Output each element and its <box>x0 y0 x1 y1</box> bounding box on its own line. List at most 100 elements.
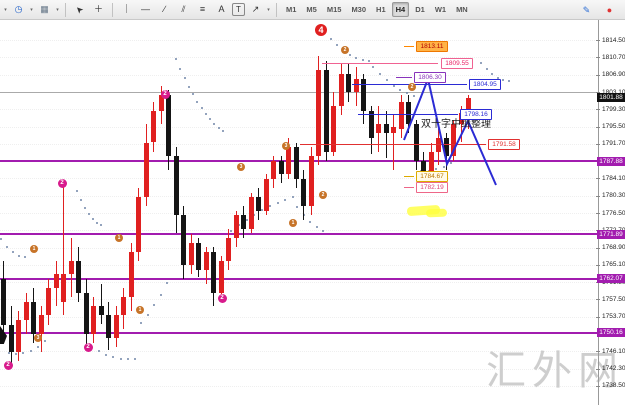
arrow-tools-caret-icon[interactable]: ▾ <box>267 6 270 13</box>
candle <box>181 215 186 266</box>
sar-dot <box>134 358 136 360</box>
overflow-caret-icon[interactable]: ▾ <box>4 6 7 13</box>
axis-tick-label: 1803.10 <box>602 88 625 96</box>
candle-wick <box>393 115 394 170</box>
candle <box>211 251 216 293</box>
text-label-icon[interactable]: T <box>232 3 245 16</box>
candle <box>241 215 246 229</box>
sar-dot <box>217 126 220 129</box>
candle-wick <box>63 183 64 316</box>
wave-marker-circle: 1 <box>136 306 144 314</box>
timeframe-button-d1[interactable]: D1 <box>415 5 425 14</box>
drawn-level-line <box>396 77 412 79</box>
wave-marker-circle: 2 <box>83 342 93 352</box>
timeframe-button-m30[interactable]: M30 <box>351 5 367 14</box>
axis-tick <box>596 213 600 215</box>
toolbar-tools-group: ▾ ◷ ▾ ▦ ▾ ➤ ＋ ｜ — ∕ ⫽ ≡ A T ↗ ▾ M1 M5 M15 M30 H1 H4 D1 W1 MN <box>2 1 473 18</box>
grid-line <box>0 178 597 180</box>
highlighter-mark <box>425 208 448 218</box>
candle <box>83 292 89 334</box>
record-dot-icon[interactable]: ● <box>606 5 613 15</box>
fibonacci-icon[interactable]: ≡ <box>199 4 206 14</box>
candle <box>323 69 329 152</box>
sar-dot <box>12 251 14 253</box>
sar-dot <box>315 226 318 229</box>
current-price-box: 1801.88 <box>597 93 625 103</box>
drawn-level-line <box>404 46 414 48</box>
sar-dot <box>105 353 108 356</box>
chart-type-icon[interactable]: ▦ <box>40 4 49 14</box>
trendline-icon[interactable]: ∕ <box>163 4 166 14</box>
candle <box>413 124 419 161</box>
toolbar: ▾ ◷ ▾ ▦ ▾ ➤ ＋ ｜ — ∕ ⫽ ≡ A T ↗ ▾ M1 M5 M15 M30 H1 H4 D1 W1 MN ✎ ● <box>0 0 625 20</box>
wave-marker-circle: 2 <box>57 178 67 188</box>
toolbar-separator <box>276 2 277 17</box>
sar-dot <box>230 230 232 232</box>
toolbar-separator <box>65 2 66 17</box>
sar-dot <box>392 84 395 87</box>
axis-tick-label: 1757.50 <box>602 295 625 303</box>
cursor-icon[interactable]: ➤ <box>72 3 86 17</box>
candle <box>293 147 299 179</box>
purple-hline <box>0 331 597 334</box>
candle <box>151 110 156 143</box>
text-icon[interactable]: A <box>218 4 225 14</box>
candle <box>383 124 389 134</box>
sar-dot <box>237 224 240 226</box>
candle <box>196 242 201 270</box>
timeframe-button-h1[interactable]: H1 <box>376 5 386 14</box>
grid-line <box>0 316 597 318</box>
candle <box>188 242 194 266</box>
sar-dot <box>222 130 224 132</box>
timeframe-button-m15[interactable]: M15 <box>326 5 342 14</box>
timeframe-button-w1[interactable]: W1 <box>434 5 447 14</box>
grid-line <box>0 57 597 59</box>
sar-dot <box>420 96 422 98</box>
axis-tick-label: 1806.90 <box>602 71 625 79</box>
axis-tick-label: 1814.50 <box>602 36 625 44</box>
sar-dot <box>183 77 186 80</box>
axis-tick-label: 1784.10 <box>602 174 625 182</box>
sar-dot <box>98 350 100 352</box>
chart-type-caret-icon[interactable]: ▾ <box>56 6 59 13</box>
candle <box>278 160 284 175</box>
crosshair-icon[interactable]: ＋ <box>93 4 103 14</box>
axis-tick <box>596 195 600 197</box>
sar-dot <box>88 213 90 215</box>
sar-dot <box>442 165 445 168</box>
axis-level-box: 1771.89 <box>597 229 625 239</box>
candle <box>263 178 269 211</box>
candle <box>173 156 179 216</box>
chart-clock-caret-icon[interactable]: ▾ <box>30 6 33 13</box>
sar-dot <box>508 80 510 82</box>
grid-line <box>0 299 597 301</box>
axis-tick <box>596 264 600 266</box>
candle <box>76 260 81 293</box>
channel-icon[interactable]: ⫽ <box>181 4 186 14</box>
wave-marker-circle: 1 <box>115 234 123 242</box>
timeframe-button-m5[interactable]: M5 <box>306 5 317 14</box>
candle <box>98 306 104 316</box>
sar-dot <box>450 162 452 164</box>
grid-line <box>0 126 597 128</box>
chart-clock-icon[interactable]: ◷ <box>14 4 23 14</box>
sar-dot <box>261 209 263 211</box>
sar-dot <box>204 113 207 116</box>
sar-dot <box>119 357 122 360</box>
vertical-line-icon[interactable]: ｜ <box>121 4 131 14</box>
arrow-tools-icon[interactable]: ↗ <box>251 4 260 14</box>
annotate-pen-icon[interactable]: ✎ <box>582 5 591 15</box>
timeframe-button-mn[interactable]: MN <box>456 5 468 14</box>
sar-dot <box>18 254 20 257</box>
sar-dot <box>179 67 182 70</box>
wave-marker-circle: 2 <box>160 89 170 99</box>
timeframe-button-h4[interactable]: H4 <box>391 2 410 17</box>
candle <box>391 126 396 134</box>
candle <box>331 106 336 152</box>
candle <box>346 74 351 93</box>
sar-dot <box>140 322 142 324</box>
timeframe-button-m1[interactable]: M1 <box>286 5 297 14</box>
horizontal-line-icon[interactable]: — <box>141 4 150 14</box>
sar-dot <box>322 230 324 232</box>
